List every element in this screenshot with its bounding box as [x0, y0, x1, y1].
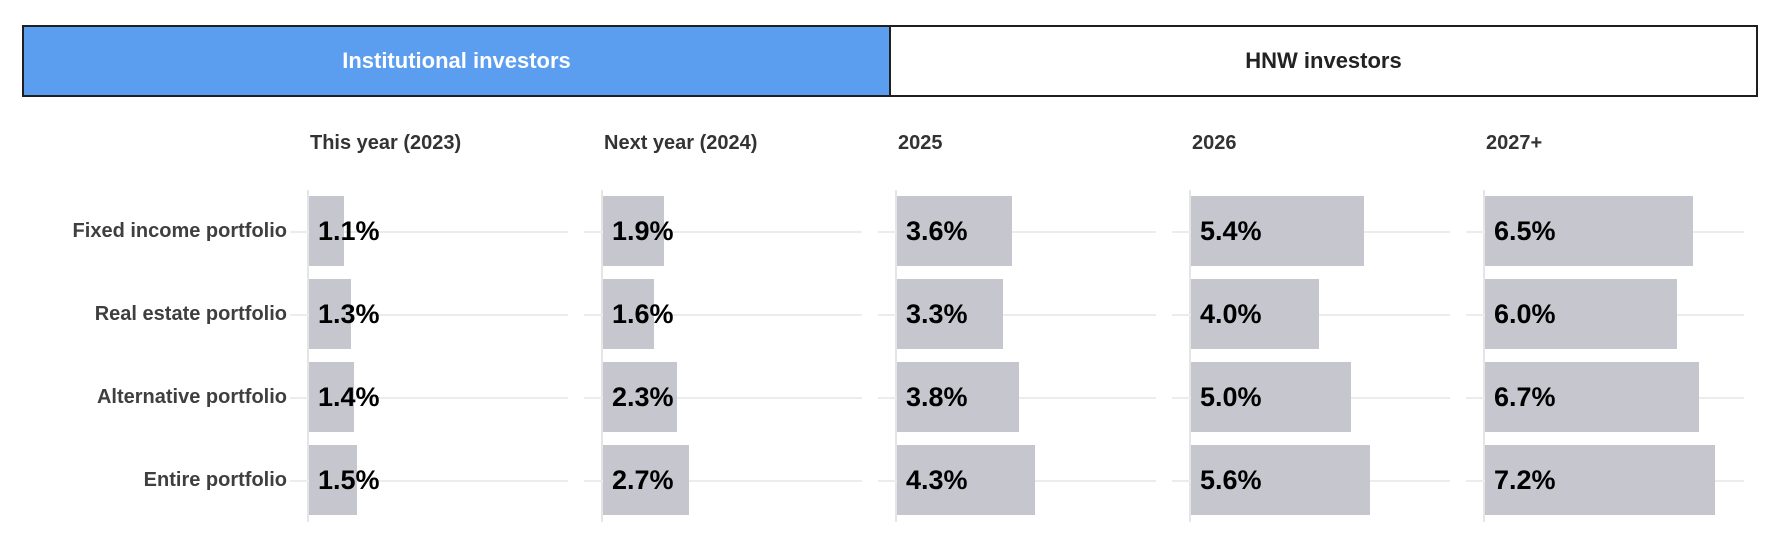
gridline [584, 230, 862, 233]
tab-institutional-label: Institutional investors [342, 48, 571, 73]
bar [1191, 196, 1364, 266]
bar-cell: 2.7% [584, 439, 895, 522]
column-header-2026: 2026 [1192, 132, 1237, 154]
bar-cell: 4.3% [878, 439, 1189, 522]
bar-value-label: 3.3% [906, 299, 968, 329]
bar [897, 445, 1035, 515]
bar [309, 279, 351, 349]
bar-chart-body: Fixed income portfolio 1.1% 1.9% 3.6% 5.… [0, 190, 1777, 522]
column-header-next-year: Next year (2024) [604, 132, 758, 154]
bar-value-label: 5.6% [1200, 465, 1262, 495]
bar-value-label: 6.0% [1494, 299, 1556, 329]
row-label: Entire portfolio [143, 469, 287, 491]
tab-institutional-investors[interactable]: Institutional investors [24, 27, 891, 95]
row-label: Fixed income portfolio [72, 220, 287, 242]
bar-cell: 6.7% [1466, 356, 1777, 439]
bar-cell: 1.6% [584, 273, 895, 356]
column-header-2025: 2025 [898, 132, 943, 154]
bar-cell: 4.0% [1172, 273, 1483, 356]
bar [1191, 362, 1351, 432]
gridline [878, 230, 1156, 233]
table-row-real-estate: Real estate portfolio 1.3% 1.6% 3.3% 4.0… [0, 273, 1777, 356]
column-header-row: This year (2023) Next year (2024) 2025 2… [0, 123, 1777, 163]
bar-cell: 5.0% [1172, 356, 1483, 439]
gridline [290, 230, 568, 233]
bar-value-label: 4.0% [1200, 299, 1262, 329]
bar [309, 445, 357, 515]
table-row-entire: Entire portfolio 1.5% 2.7% 4.3% 5.6% 7.2… [0, 439, 1777, 522]
bar-value-label: 3.6% [906, 216, 968, 246]
gridline [878, 313, 1156, 316]
bar-value-label: 5.4% [1200, 216, 1262, 246]
column-header-2027plus: 2027+ [1486, 132, 1543, 154]
bar-value-label: 5.0% [1200, 382, 1262, 412]
bar [897, 279, 1003, 349]
bar-cell: 3.8% [878, 356, 1189, 439]
bar-cell: 3.3% [878, 273, 1189, 356]
bar-value-label: 7.2% [1494, 465, 1556, 495]
bar-cell: 6.5% [1466, 190, 1777, 273]
gridline [584, 479, 862, 482]
bar-value-label: 1.6% [612, 299, 674, 329]
bar-value-label: 1.1% [318, 216, 380, 246]
bar-value-label: 4.3% [906, 465, 968, 495]
bar-value-label: 2.3% [612, 382, 674, 412]
bar [1485, 362, 1700, 432]
bar-cell: 6.0% [1466, 273, 1777, 356]
bar-cell: 1.1% [290, 190, 601, 273]
gridline [584, 396, 862, 399]
bar-value-label: 1.5% [318, 465, 380, 495]
bar-cell: 3.6% [878, 190, 1189, 273]
bar [309, 362, 354, 432]
tab-hnw-investors[interactable]: HNW investors [891, 27, 1756, 95]
bar [897, 196, 1013, 266]
bar-cell: 7.2% [1466, 439, 1777, 522]
bar-value-label: 6.5% [1494, 216, 1556, 246]
bar-cell: 1.4% [290, 356, 601, 439]
bar-cell: 2.3% [584, 356, 895, 439]
bar-cell: 5.6% [1172, 439, 1483, 522]
view-tab-bar: Institutional investors HNW investors [22, 25, 1758, 97]
bar [1485, 279, 1677, 349]
column-header-this-year: This year (2023) [310, 132, 462, 154]
bar-value-label: 1.4% [318, 382, 380, 412]
bar-cell: 5.4% [1172, 190, 1483, 273]
bar-value-label: 1.9% [612, 216, 674, 246]
row-label: Alternative portfolio [96, 386, 287, 408]
bar [1485, 445, 1716, 515]
table-row-fixed-income: Fixed income portfolio 1.1% 1.9% 3.6% 5.… [0, 190, 1777, 273]
bar-cell: 1.9% [584, 190, 895, 273]
bar [309, 196, 345, 266]
row-label: Real estate portfolio [94, 303, 287, 325]
bar-value-label: 6.7% [1494, 382, 1556, 412]
gridline [290, 313, 568, 316]
bar [897, 362, 1019, 432]
gridline [290, 396, 568, 399]
bar-value-label: 1.3% [318, 299, 380, 329]
table-row-alternative: Alternative portfolio 1.4% 2.3% 3.8% 5.0… [0, 356, 1777, 439]
bar [603, 362, 677, 432]
bar-cell: 1.3% [290, 273, 601, 356]
tab-hnw-label: HNW investors [1245, 48, 1402, 73]
gridline [290, 479, 568, 482]
bar [603, 196, 664, 266]
bar-value-label: 2.7% [612, 465, 674, 495]
header-spacer [0, 123, 307, 163]
bar [1191, 445, 1371, 515]
bar-value-label: 3.8% [906, 382, 968, 412]
bar-cell: 1.5% [290, 439, 601, 522]
bar [603, 445, 690, 515]
gridline [584, 313, 862, 316]
bar [1191, 279, 1319, 349]
bar [603, 279, 655, 349]
bar [1485, 196, 1693, 266]
